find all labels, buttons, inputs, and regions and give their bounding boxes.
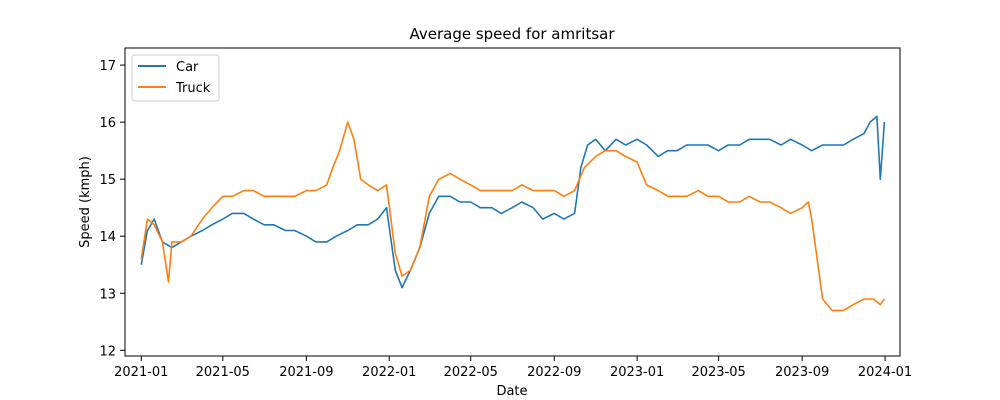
plot-frame — [124, 47, 901, 357]
legend-label-truck: Truck — [175, 81, 211, 96]
x-tick-label: 2021-09 — [279, 365, 333, 380]
x-tick-label: 2022-05 — [444, 365, 498, 380]
y-tick-label: 12 — [99, 344, 116, 359]
x-tick-label: 2021-05 — [196, 365, 250, 380]
x-tick-label: 2022-09 — [527, 365, 581, 380]
y-axis-label: Speed (kmph) — [78, 156, 93, 248]
y-tick-label: 13 — [99, 287, 116, 302]
y-axis: 12 13 14 15 16 17 — [99, 59, 125, 359]
y-tick-label: 16 — [99, 116, 116, 131]
y-tick-label: 17 — [99, 59, 116, 74]
x-tick-label: 2023-01 — [610, 365, 664, 380]
plot-area — [140, 115, 886, 312]
y-tick-label: 15 — [99, 173, 116, 188]
legend: Car Truck — [131, 54, 220, 102]
x-axis: 2021-01 2021-05 2021-09 2022-01 2022-05 2022-… — [114, 356, 912, 380]
x-tick-label: 2023-09 — [775, 365, 829, 380]
x-tick-label: 2024-01 — [858, 365, 912, 380]
y-tick-label: 14 — [99, 230, 116, 245]
series-line-car — [140, 115, 886, 289]
x-tick-label: 2021-01 — [114, 365, 168, 380]
x-tick-label: 2023-05 — [691, 365, 745, 380]
x-tick-label: 2022-01 — [362, 365, 416, 380]
legend-label-car: Car — [176, 60, 199, 75]
chart-title: Average speed for amritsar — [409, 25, 615, 43]
series-line-truck — [140, 121, 886, 312]
x-axis-label: Date — [496, 384, 527, 399]
